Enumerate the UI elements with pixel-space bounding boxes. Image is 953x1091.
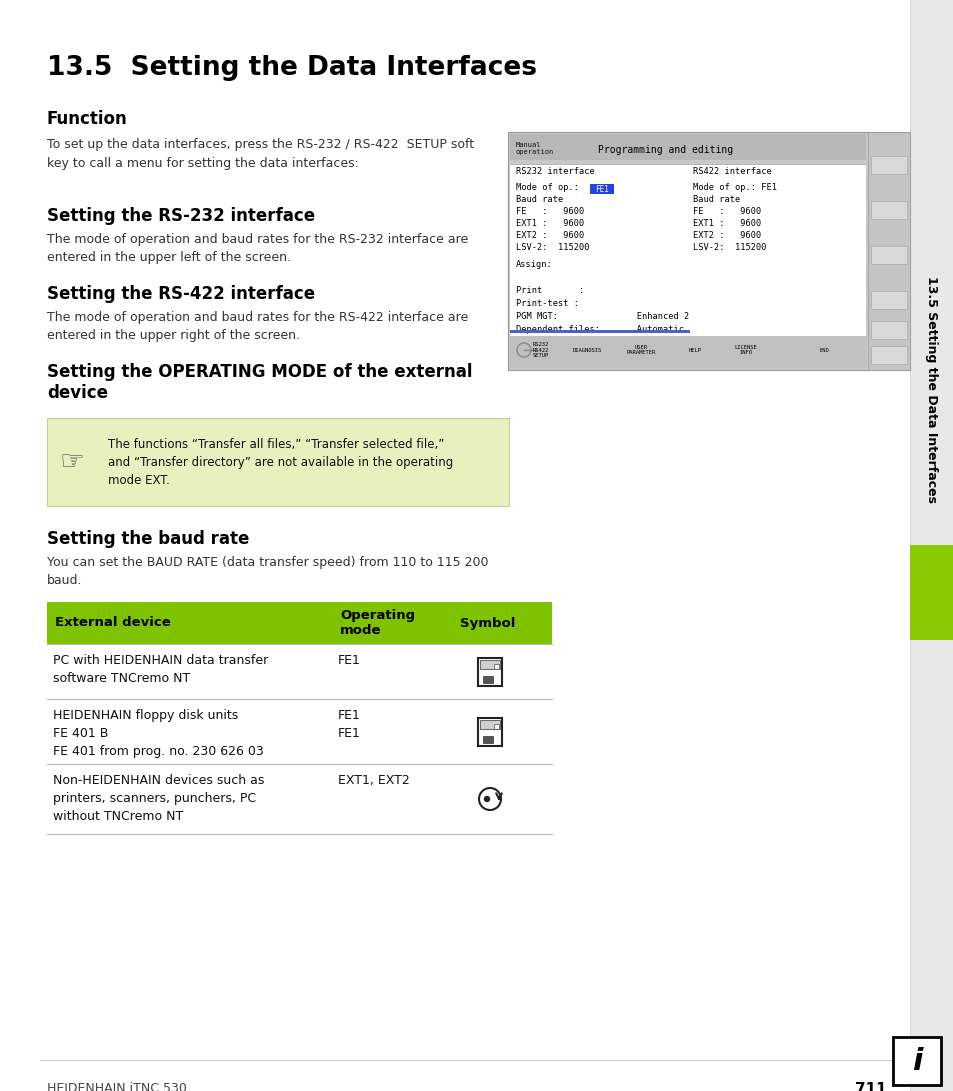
Bar <box>909 0 953 1091</box>
Text: Baud rate: Baud rate <box>516 195 562 204</box>
Text: Mode of op.: FE1: Mode of op.: FE1 <box>692 183 776 192</box>
Text: END: END <box>819 348 829 352</box>
Text: The mode of operation and baud rates for the RS-422 interface are
entered in the: The mode of operation and baud rates for… <box>47 311 468 343</box>
Bar <box>589 184 614 194</box>
Text: The functions “Transfer all files,” “Transfer selected file,”
and “Transfer dire: The functions “Transfer all files,” “Tra… <box>108 437 453 487</box>
Text: FE   :   9600: FE : 9600 <box>516 207 583 216</box>
Text: EXT2 :   9600: EXT2 : 9600 <box>692 231 760 240</box>
Bar <box>47 699 552 764</box>
Text: Baud rate: Baud rate <box>692 195 740 204</box>
Bar <box>870 321 906 339</box>
Bar <box>477 718 501 745</box>
Bar <box>47 418 509 506</box>
Text: EXT1 :   9600: EXT1 : 9600 <box>516 219 583 228</box>
Bar <box>479 659 499 669</box>
Bar <box>867 132 909 370</box>
Text: USER
PARAMETER: USER PARAMETER <box>626 345 655 356</box>
Bar <box>892 1038 940 1086</box>
Text: Setting the baud rate: Setting the baud rate <box>47 530 249 548</box>
Bar <box>510 164 865 368</box>
Bar <box>510 336 865 368</box>
Bar <box>47 644 552 699</box>
Text: LSV-2:  115200: LSV-2: 115200 <box>692 243 765 252</box>
Text: 711: 711 <box>854 1082 885 1091</box>
Text: Setting the RS-422 interface: Setting the RS-422 interface <box>47 285 314 303</box>
Bar <box>870 346 906 364</box>
Bar <box>870 245 906 264</box>
Text: LSV-2:  115200: LSV-2: 115200 <box>516 243 589 252</box>
Text: Dependent files:       Automatic: Dependent files: Automatic <box>516 325 683 334</box>
Bar <box>482 675 493 683</box>
Text: The mode of operation and baud rates for the RS-232 interface are
entered in the: The mode of operation and baud rates for… <box>47 233 468 264</box>
Circle shape <box>484 796 489 802</box>
Bar <box>494 663 498 669</box>
Bar <box>479 719 499 729</box>
Text: To set up the data interfaces, press the RS-232 / RS-422  SETUP soft
key to call: To set up the data interfaces, press the… <box>47 137 474 169</box>
Bar <box>870 156 906 173</box>
Text: DIAGNOSIS: DIAGNOSIS <box>572 348 601 352</box>
Text: FE1
FE1: FE1 FE1 <box>337 709 360 740</box>
Text: ☞: ☞ <box>59 448 85 476</box>
Text: Manual
operation: Manual operation <box>516 142 554 155</box>
Text: RS232
RS422
SETUP: RS232 RS422 SETUP <box>532 343 548 358</box>
Text: FE1: FE1 <box>595 184 608 193</box>
Bar <box>870 201 906 219</box>
Text: FE   :   9600: FE : 9600 <box>692 207 760 216</box>
Bar <box>870 291 906 309</box>
Text: You can set the BAUD RATE (data transfer speed) from 110 to 115 200
baud.: You can set the BAUD RATE (data transfer… <box>47 556 488 587</box>
Text: Mode of op.:: Mode of op.: <box>516 183 583 192</box>
Bar <box>510 329 689 333</box>
Text: Setting the RS-232 interface: Setting the RS-232 interface <box>47 207 314 225</box>
Text: HEIDENHAIN iTNC 530: HEIDENHAIN iTNC 530 <box>47 1082 187 1091</box>
Text: Symbol: Symbol <box>459 616 515 630</box>
Bar <box>507 132 909 370</box>
Text: EXT1, EXT2: EXT1, EXT2 <box>337 774 410 787</box>
Text: PGM MGT:               Enhanced 2: PGM MGT: Enhanced 2 <box>516 312 688 321</box>
Text: RS422 interface: RS422 interface <box>692 167 771 176</box>
Text: Print       :: Print : <box>516 286 583 295</box>
Text: PC with HEIDENHAIN data transfer
software TNCremo NT: PC with HEIDENHAIN data transfer softwar… <box>53 654 268 685</box>
Text: HEIDENHAIN floppy disk units
FE 401 B
FE 401 from prog. no. 230 626 03: HEIDENHAIN floppy disk units FE 401 B FE… <box>53 709 263 758</box>
Bar <box>47 764 552 834</box>
Text: 13.5  Setting the Data Interfaces: 13.5 Setting the Data Interfaces <box>47 55 537 81</box>
Text: Non-HEIDENHAIN devices such as
printers, scanners, punchers, PC
without TNCremo : Non-HEIDENHAIN devices such as printers,… <box>53 774 264 823</box>
Text: LICENSE
INFO: LICENSE INFO <box>734 345 756 356</box>
Text: EXT2 :   9600: EXT2 : 9600 <box>516 231 583 240</box>
Bar <box>909 546 953 640</box>
Text: EXT1 :   9600: EXT1 : 9600 <box>692 219 760 228</box>
Text: Operating
mode: Operating mode <box>339 609 415 637</box>
Bar <box>477 658 501 685</box>
Text: Setting the OPERATING MODE of the external
device: Setting the OPERATING MODE of the extern… <box>47 363 472 401</box>
Text: 13.5 Setting the Data Interfaces: 13.5 Setting the Data Interfaces <box>924 276 938 504</box>
Text: HELP: HELP <box>688 348 701 352</box>
Bar <box>494 723 498 729</box>
Bar <box>510 134 865 160</box>
Text: i: i <box>911 1046 922 1076</box>
Text: Assign:: Assign: <box>516 260 552 269</box>
Text: Function: Function <box>47 110 128 128</box>
Text: FE1: FE1 <box>337 654 360 667</box>
Text: RS232 interface: RS232 interface <box>516 167 594 176</box>
Bar <box>47 602 552 644</box>
Bar <box>482 735 493 743</box>
Text: Print-test :: Print-test : <box>516 299 578 308</box>
Text: Programming and editing: Programming and editing <box>598 145 732 155</box>
Text: External device: External device <box>55 616 171 630</box>
